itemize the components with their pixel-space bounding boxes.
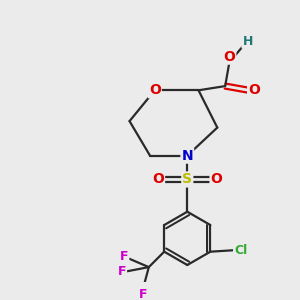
Text: N: N (182, 148, 193, 163)
Text: O: O (211, 172, 222, 187)
Text: Cl: Cl (234, 244, 247, 257)
Text: F: F (120, 250, 128, 263)
Text: F: F (118, 265, 126, 278)
Text: O: O (248, 83, 260, 97)
Text: O: O (152, 172, 164, 187)
Text: O: O (224, 50, 235, 64)
Text: H: H (242, 35, 253, 48)
Text: S: S (182, 172, 192, 187)
Text: F: F (139, 288, 147, 300)
Text: O: O (149, 83, 161, 97)
